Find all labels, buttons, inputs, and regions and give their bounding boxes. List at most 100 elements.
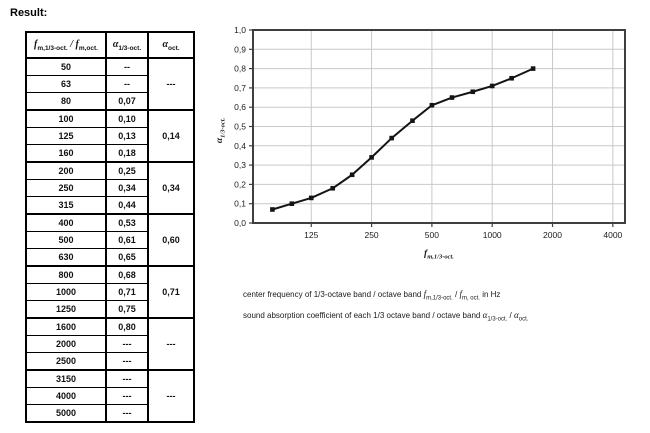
freq-cell: 2000 <box>25 335 107 353</box>
alpha-third-cell: --- <box>105 387 149 405</box>
data-point-marker <box>270 207 275 212</box>
col-header-alpha-oct: αoct. <box>147 31 195 59</box>
freq-cell: 400 <box>25 213 107 232</box>
table-row: 200 0,25 0,34 <box>25 161 195 215</box>
alpha-oct-cell: 0,34 <box>147 161 195 215</box>
freq-cell: 315 <box>25 196 107 215</box>
data-point-marker <box>489 83 495 89</box>
f-symbol: f <box>34 38 38 50</box>
data-point-marker <box>530 66 536 71</box>
result-table: fm,1/3-oct. / fm,oct. α1/3-oct. αoct. 50… <box>25 31 195 423</box>
data-point-marker <box>369 155 374 160</box>
alpha-third-cell: 0,18 <box>105 144 149 163</box>
f-subscript: m,oct. <box>78 44 98 52</box>
caption-text: / <box>507 310 514 320</box>
y-tick-label: 0,5 <box>234 122 246 132</box>
alpha-symbol: α <box>482 309 488 320</box>
header-row: fm,1/3-oct. / fm,oct. α1/3-oct. αoct. <box>25 31 195 59</box>
freq-cell: 50 <box>25 57 107 76</box>
table-row: 1000 0,71 <box>25 283 194 301</box>
freq-cell: 500 <box>25 231 107 249</box>
caption-text: center frequency of 1/3-octave band / oc… <box>243 290 424 299</box>
caption-text: sound absorption coefficient of each 1/3… <box>243 310 483 320</box>
alpha-oct-cell: 0,60 <box>147 213 195 267</box>
f-symbol: f <box>423 289 427 299</box>
table-row: 3150 --- --- <box>25 369 195 423</box>
freq-cell: 2500 <box>25 352 107 371</box>
y-tick-label: 0,2 <box>234 179 246 189</box>
y-tick-label: 0,4 <box>234 141 246 151</box>
alpha-third-cell: --- <box>105 404 149 423</box>
data-point-marker <box>449 95 455 100</box>
x-tick-label: 1000 <box>483 230 502 240</box>
alpha-third-cell: -- <box>105 75 149 93</box>
table-row: 2000 --- <box>25 335 194 353</box>
table-row: 160 0,18 <box>25 144 194 163</box>
data-point-marker <box>470 89 476 95</box>
alpha-third-cell: 0,80 <box>105 317 149 336</box>
alpha-third-cell: --- <box>105 369 149 388</box>
x-tick-label: 125 <box>304 230 318 240</box>
table-row: 1600 0,80 --- <box>25 317 195 371</box>
table-row: 63 -- <box>25 75 194 93</box>
f-symbol: f <box>75 38 79 50</box>
figure-caption: center frequency of 1/3-octave band / oc… <box>243 286 643 327</box>
table-row: 5000 --- <box>25 404 194 423</box>
alpha-oct-cell: 0,71 <box>147 265 195 319</box>
alpha-subscript: oct. <box>167 44 180 52</box>
series-line <box>272 67 534 211</box>
alpha-oct-cell: --- <box>147 317 195 371</box>
data-point-marker <box>509 75 514 81</box>
caption-line-2: sound absorption coefficient of each 1/3… <box>243 307 643 328</box>
y-tick-label: 0,0 <box>234 218 246 228</box>
table-row: 315 0,44 <box>25 196 194 215</box>
table-row: 1250 0,75 <box>25 300 194 319</box>
y-tick-label: 0,3 <box>234 160 246 170</box>
alpha-symbol: α <box>162 38 168 50</box>
caption-text: in Hz <box>479 290 501 299</box>
table-row: 50 -- --- <box>25 57 195 111</box>
freq-cell: 5000 <box>25 404 107 423</box>
col-header-alpha-third: α1/3-oct. <box>105 31 149 59</box>
freq-cell: 125 <box>25 127 107 145</box>
alpha-third-cell: 0,75 <box>105 300 149 319</box>
table-row: 4000 --- <box>25 387 194 405</box>
freq-cell: 1250 <box>25 300 107 319</box>
alpha-third-cell: 0,71 <box>105 283 149 301</box>
alpha-third-cell: 0,13 <box>105 127 149 145</box>
table-row: 250 0,34 <box>25 179 194 197</box>
alpha-symbol: α <box>514 309 519 320</box>
alpha-subscript: oct. <box>518 316 529 323</box>
alpha-third-cell: 0,68 <box>105 265 149 284</box>
table-row: 800 0,68 0,71 <box>25 265 195 319</box>
alpha-third-cell: 0,44 <box>105 196 149 215</box>
alpha-subscript: 1/3-oct. <box>487 316 508 323</box>
alpha-oct-cell: --- <box>147 369 195 423</box>
alpha-third-cell: --- <box>105 352 149 371</box>
freq-cell: 800 <box>25 265 107 284</box>
y-tick-label: 0,1 <box>234 199 246 209</box>
table-row: 630 0,65 <box>25 248 194 267</box>
table-row: 500 0,61 <box>25 231 194 249</box>
alpha-subscript: 1/3-oct. <box>118 44 142 52</box>
f-subscript: m, oct. <box>461 295 480 302</box>
freq-cell: 160 <box>25 144 107 163</box>
freq-cell: 3150 <box>25 369 107 388</box>
data-point-marker <box>308 195 314 201</box>
absorption-chart: 0,0 0,1 0,2 0,3 0,4 0,5 0,6 0,7 0,8 0,9 1,0 125 250 5… <box>210 15 640 280</box>
caption-line-1: center frequency of 1/3-octave band / oc… <box>243 286 643 307</box>
result-heading: Result: <box>10 7 48 19</box>
f-symbol: f <box>459 289 462 299</box>
result-table-header: fm,1/3-oct. / fm,oct. α1/3-oct. αoct. <box>25 31 195 59</box>
alpha-third-cell: 0,25 <box>105 161 149 180</box>
y-tick-label: 0,9 <box>234 44 246 54</box>
x-tick-label: 2000 <box>543 230 562 240</box>
alpha-oct-cell: --- <box>147 57 195 111</box>
table-row: 400 0,53 0,60 <box>25 213 195 267</box>
data-point-marker <box>289 201 295 206</box>
alpha-third-cell: 0,53 <box>105 213 149 232</box>
caption-text: / <box>452 290 460 299</box>
data-point-marker <box>410 118 415 124</box>
table-row: 125 0,13 <box>25 127 194 145</box>
header-separator: / <box>67 38 76 50</box>
